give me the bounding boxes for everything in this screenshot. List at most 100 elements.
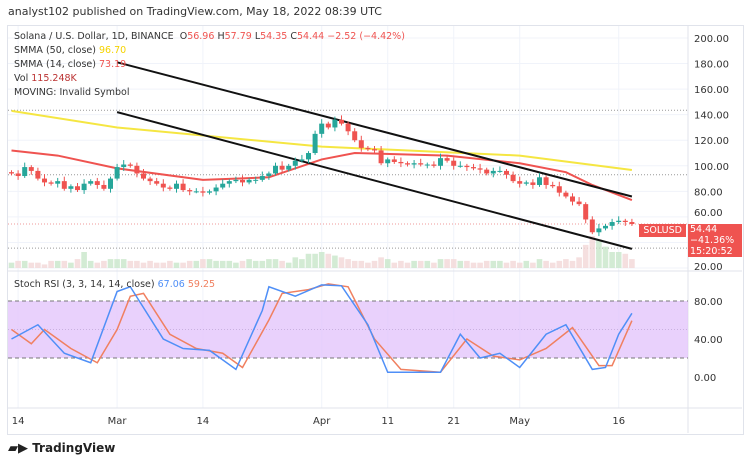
- candle-body: [352, 131, 358, 141]
- candle-body: [48, 182, 54, 184]
- legend-volume[interactable]: Vol 115.248K: [14, 73, 77, 84]
- candle-body: [471, 167, 476, 169]
- volume-bar: [602, 246, 609, 268]
- volume-bar: [173, 262, 180, 268]
- candle-body: [160, 183, 166, 188]
- volume-bar: [206, 259, 213, 268]
- legend-stoch-rsi[interactable]: Stoch RSI (3, 3, 14, 14, close) 67.06 59…: [14, 279, 215, 290]
- candle-body: [167, 187, 173, 189]
- smma14-line: [11, 149, 633, 201]
- candle-body: [273, 165, 278, 174]
- legend-smma14[interactable]: SMMA (14, close) 73.19: [14, 59, 126, 70]
- candle-body: [457, 165, 463, 167]
- legend-symbol-row: Solana / U.S. Dollar, 1D, BINANCE O56.96…: [14, 31, 405, 42]
- rsi-d-line: [11, 283, 633, 374]
- candle-body: [9, 172, 14, 174]
- volume-bar: [87, 260, 94, 268]
- volume-bar: [325, 253, 332, 268]
- volume-bar: [101, 260, 107, 268]
- tradingview-logo[interactable]: ▰▶ TradingView: [8, 441, 115, 456]
- price-tick-label: 160.00: [694, 85, 729, 96]
- candle-body: [510, 174, 516, 182]
- volume-bar: [127, 260, 134, 268]
- legend-symbol: Solana / U.S. Dollar, 1D, BINANCE: [14, 31, 174, 42]
- volume-bar: [530, 262, 536, 268]
- volume-bar: [153, 262, 160, 268]
- volume-bar: [21, 260, 28, 268]
- price-tick-label: 80.00: [694, 187, 723, 198]
- volume-bar: [464, 260, 470, 268]
- volume-bar: [351, 260, 358, 268]
- candle-body: [411, 163, 417, 165]
- candle-body: [477, 168, 483, 170]
- time-tick-label: May: [509, 416, 530, 427]
- candle-body: [438, 158, 443, 166]
- candle-body: [253, 179, 259, 181]
- chart-frame: [7, 25, 744, 435]
- candle-body: [405, 163, 410, 165]
- candle-body: [174, 183, 179, 189]
- candle-body: [200, 191, 206, 193]
- candle-body: [233, 179, 239, 182]
- candle-body: [312, 133, 318, 154]
- candle-body: [88, 181, 94, 184]
- volume-bar: [563, 259, 569, 268]
- legend-smma50[interactable]: SMMA (50, close) 96.70: [14, 45, 126, 56]
- candle-body: [583, 204, 589, 220]
- volume-bar: [384, 259, 391, 268]
- candle-body: [504, 170, 509, 175]
- candle-body: [418, 163, 424, 165]
- volume-bar: [497, 260, 503, 268]
- rsi-tick-label: 40.00: [694, 335, 723, 346]
- volume-bar: [167, 260, 173, 268]
- volume-bar: [365, 262, 371, 268]
- candle-body: [576, 201, 582, 205]
- candle-body: [332, 119, 338, 128]
- candle-body: [101, 184, 107, 189]
- candle-body: [220, 183, 226, 188]
- volume-bar: [444, 259, 450, 268]
- volume-bar: [107, 259, 114, 268]
- price-tag-price: 54.44: [690, 224, 718, 235]
- candle-body: [28, 167, 34, 171]
- volume-bar: [8, 262, 15, 268]
- volume-bar: [259, 260, 266, 268]
- volume-bar: [523, 260, 530, 268]
- candle-body: [543, 177, 549, 185]
- candle-body: [530, 182, 536, 185]
- volume-bar: [279, 260, 285, 268]
- volume-bar: [450, 259, 457, 268]
- rsi-k-line: [11, 284, 633, 373]
- candle-body: [279, 165, 285, 170]
- rsi-k-value: 67.06: [157, 279, 185, 290]
- volume-bar: [378, 257, 384, 268]
- price-tag-countdown: 15:20:52: [690, 246, 733, 257]
- rsi-label: Stoch RSI (3, 3, 14, 14, close): [14, 279, 155, 290]
- candle-body: [391, 159, 397, 162]
- candle-body: [141, 173, 146, 179]
- change-value: −2.52 (−4.42%): [327, 31, 405, 42]
- candle-body: [94, 181, 100, 185]
- candle-body: [292, 160, 298, 166]
- candle-body: [603, 225, 608, 229]
- price-tick-label: 100.00: [694, 162, 729, 173]
- time-tick-label: 14: [12, 416, 25, 427]
- channel-trendline: [116, 111, 633, 250]
- volume-bar: [299, 259, 305, 268]
- high-value: 57.79: [224, 31, 252, 42]
- volume-bar: [292, 257, 299, 268]
- volume-bar: [252, 260, 259, 268]
- candle-body: [451, 160, 457, 166]
- volume-bar: [582, 244, 589, 268]
- legend-moving[interactable]: MOVING: Invalid Symbol: [14, 87, 130, 98]
- candle-body: [424, 164, 430, 166]
- candle-body: [68, 186, 74, 189]
- channel-trendline: [116, 61, 633, 198]
- volume-bar: [516, 262, 523, 268]
- low-value: 54.35: [260, 31, 288, 42]
- candle-body: [226, 181, 232, 184]
- volume-bar: [312, 253, 318, 268]
- volume-bar: [114, 259, 120, 268]
- vol-label: Vol: [14, 73, 29, 84]
